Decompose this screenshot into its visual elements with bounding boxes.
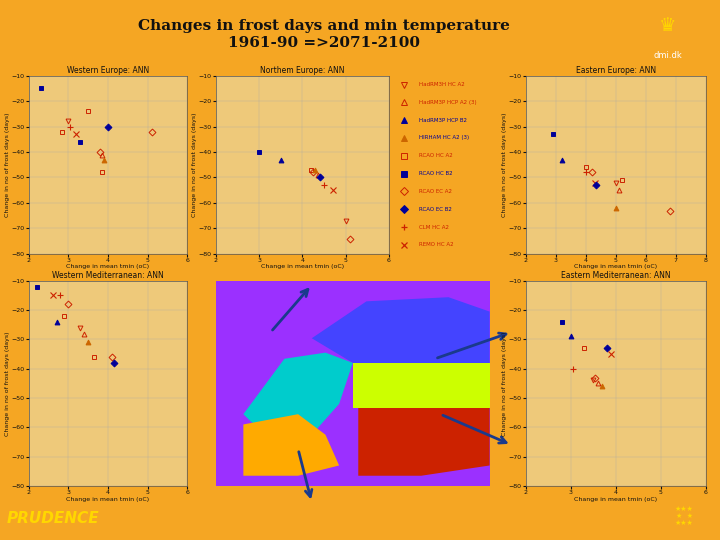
Y-axis label: Change in no of frost days (days): Change in no of frost days (days): [5, 331, 10, 436]
Text: ★★★
★  ★
★★★: ★★★ ★ ★ ★★★: [675, 505, 693, 526]
Text: REMO HC A2: REMO HC A2: [419, 242, 454, 247]
Text: CLM HC A2: CLM HC A2: [419, 225, 449, 230]
Title: Eastern Europe: ANN: Eastern Europe: ANN: [575, 66, 656, 75]
Y-axis label: Change in no of frost days (days): Change in no of frost days (days): [502, 331, 507, 436]
X-axis label: Change in mean tmin (oC): Change in mean tmin (oC): [574, 497, 657, 502]
Text: RCAO EC B2: RCAO EC B2: [419, 207, 452, 212]
Y-axis label: Change in no of frost days (days): Change in no of frost days (days): [5, 112, 10, 217]
Polygon shape: [243, 353, 353, 441]
Text: Changes in frost days and min temperature
1961-90 =>2071-2100: Changes in frost days and min temperatur…: [138, 19, 510, 50]
Y-axis label: Change in no of frost days (days): Change in no of frost days (days): [502, 112, 507, 217]
Text: RCAO EC A2: RCAO EC A2: [419, 189, 452, 194]
X-axis label: Change in mean tmin (oC): Change in mean tmin (oC): [66, 497, 150, 502]
Polygon shape: [243, 414, 339, 476]
Bar: [353, 363, 490, 408]
Text: HIRHAM HC A2 (3): HIRHAM HC A2 (3): [419, 136, 469, 140]
X-axis label: Change in mean tmin (oC): Change in mean tmin (oC): [66, 265, 150, 269]
Polygon shape: [312, 297, 490, 379]
Title: Western Europe: ANN: Western Europe: ANN: [67, 66, 149, 75]
Text: dmi.dk: dmi.dk: [654, 51, 682, 60]
Text: HadRM3P HCP B2: HadRM3P HCP B2: [419, 118, 467, 123]
Text: HadRM3P HCP A2 (3): HadRM3P HCP A2 (3): [419, 100, 477, 105]
Text: RCAO HC B2: RCAO HC B2: [419, 171, 453, 176]
Polygon shape: [359, 408, 490, 476]
X-axis label: Change in mean tmin (oC): Change in mean tmin (oC): [261, 265, 344, 269]
Title: Eastern Mediterranean: ANN: Eastern Mediterranean: ANN: [561, 271, 670, 280]
Text: HadRM3H HC A2: HadRM3H HC A2: [419, 82, 465, 87]
Text: ♛: ♛: [659, 16, 677, 35]
Text: PRUDENCE: PRUDENCE: [6, 511, 99, 525]
Title: Northem Europe: ANN: Northem Europe: ANN: [260, 66, 345, 75]
Title: Western Mediterranean: ANN: Western Mediterranean: ANN: [52, 271, 164, 280]
Y-axis label: Change in no of frost days (days): Change in no of frost days (days): [192, 112, 197, 217]
Text: RCAO HC A2: RCAO HC A2: [419, 153, 453, 158]
X-axis label: Change in mean tmin (oC): Change in mean tmin (oC): [574, 265, 657, 269]
